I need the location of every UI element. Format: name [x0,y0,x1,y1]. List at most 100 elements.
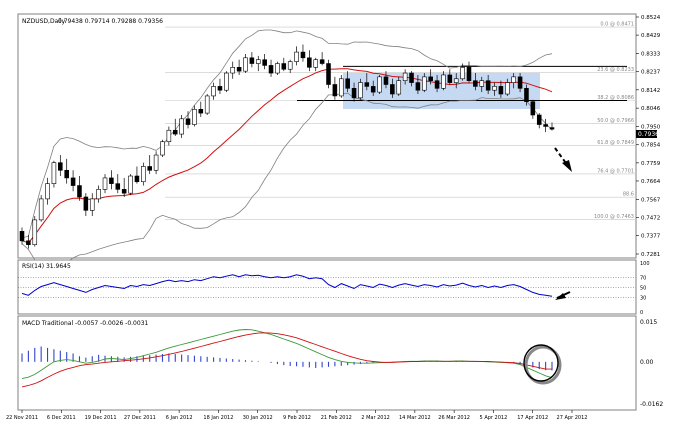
candle [109,170,114,190]
rsi-level-label: 100 [640,261,650,267]
time-tick-label: 2 Mar 2012 [361,415,390,421]
candle-body [204,95,210,114]
time-tick-label: 14 Mar 2012 [399,415,431,421]
candle [38,195,44,222]
candle [428,69,433,85]
candle-body [147,166,152,171]
rsi-level-label: 0 [640,310,643,316]
fib-label: 50.0 @ 0.7966 [597,118,634,124]
candle [370,80,376,96]
price-tick-label: 0.7854 [641,143,661,149]
price-tick-label: 0.7472 [641,216,660,222]
macd-tick-bottom: -0.0162 [640,401,663,408]
price-tick-label: 0.8524 [641,15,661,21]
candle-body [89,198,95,211]
price-tick-label: 0.7281 [641,252,660,258]
price-tick-label: 0.8237 [641,70,661,76]
candle [479,76,485,93]
candle [307,50,312,72]
candle-body [70,177,76,186]
time-tick-label: 6 Dec 2011 [47,415,76,421]
candle [326,59,331,89]
candle-body [338,78,344,97]
candle [300,44,306,62]
candle-body [45,183,50,200]
candle-body [479,80,485,87]
candle-body [402,72,408,81]
candle [332,76,338,100]
candle-body [319,59,325,64]
candle-body [128,175,133,194]
candle [447,69,453,85]
candle-body [390,84,395,95]
candle-body [166,129,172,142]
candle [102,174,108,194]
candle-body [453,78,459,83]
candle [70,170,76,192]
macd-panel [17,315,637,411]
candle-body [38,198,44,221]
candle [121,177,127,197]
rsi-level-label: 30 [640,295,646,301]
time-tick-label: 22 Nov 2011 [6,415,38,421]
candle-body [524,88,529,102]
candle [505,78,510,96]
candle-body [313,59,319,68]
macd-signal-line [21,332,552,388]
rsi-path [21,274,553,297]
macd-title: MACD Traditional -0.0057 -0.0026 -0.0031 [22,320,149,327]
lower-band [21,92,553,272]
candle-body [517,76,523,89]
candle [26,235,31,249]
candle [473,73,478,91]
candle-body [485,80,491,91]
candle-body [409,72,414,83]
candle-body [172,129,178,135]
candle-body [134,175,140,183]
candle-body [434,80,440,89]
candle-body [287,61,293,70]
candle [89,193,95,217]
highlight-circle [523,344,562,385]
candle [243,53,248,74]
candle [524,84,529,106]
candle-body [543,124,548,127]
current-price-tag [636,130,657,138]
down-arrow-icon [554,147,572,172]
candle [543,118,548,133]
candle-body [121,189,127,194]
price-tick-label: 0.8333 [641,51,661,57]
candle-body [345,78,350,89]
candle [390,78,395,98]
candle-body [275,63,280,74]
candle-body [396,80,402,95]
price-axis: 0.8524 0.8429 0.8333 0.8237 0.8142 0.8046 0.79… [636,15,661,258]
current-price-label: 0.7936 [638,131,659,138]
macd-tick-zero: 0.00 [640,359,654,366]
candle-body [460,67,465,80]
candle-body [428,76,433,81]
candle [45,177,50,205]
candle [351,82,357,102]
price-tick-label: 0.7664 [641,179,661,185]
candle-body [211,86,216,97]
time-axis: 22 Nov 2011 6 Dec 2011 19 Dec 2011 27 Dec 2… [6,410,587,421]
time-tick-label: 27 Apr 2012 [557,415,588,421]
candle-body [51,162,57,184]
candle [358,78,363,100]
time-tick-label: 6 Jan 2012 [166,415,193,421]
candle [294,46,299,66]
moving-average [21,68,553,244]
candle-body [217,86,223,91]
bollinger-bands [21,29,553,272]
fib-label: 88.6 [623,192,634,198]
candle-body [230,67,236,74]
candle [19,227,25,245]
candle-body [249,57,255,64]
price-panel [17,13,637,259]
time-tick-label: 26 Mar 2012 [438,415,470,421]
candle-body [332,84,338,97]
candle-body [198,108,204,114]
candle [153,151,159,175]
candle-body [192,108,197,125]
